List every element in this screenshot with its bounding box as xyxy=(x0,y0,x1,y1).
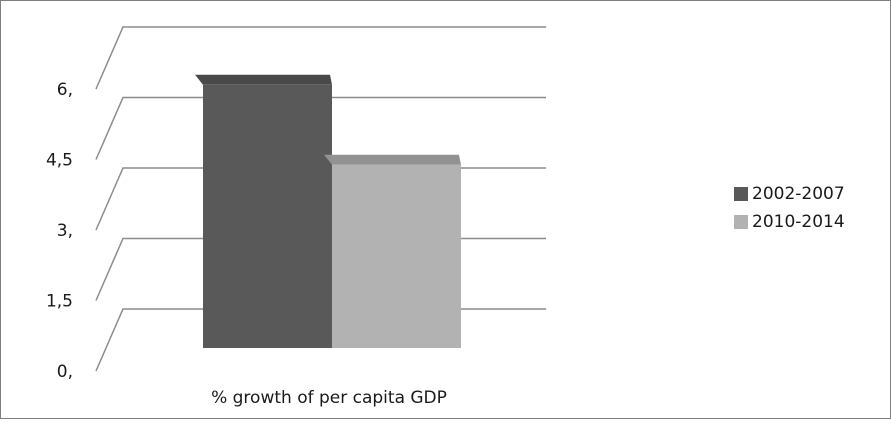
bar-top-series-2 xyxy=(324,154,461,165)
gridline-3 xyxy=(95,96,546,160)
legend-item-series-1: 2002-2007 xyxy=(734,180,845,208)
y-tick-label-1: 1,5 xyxy=(46,292,73,312)
x-category-label: % growth of per capita GDP xyxy=(211,388,447,408)
bar-top-series-1 xyxy=(195,74,332,85)
legend-item-series-2: 2010-2014 xyxy=(734,208,845,236)
y-tick-label-3: 4,5 xyxy=(46,151,73,171)
legend: 2002-2007 2010-2014 xyxy=(734,180,845,236)
y-tick-label-0: 0, xyxy=(57,362,73,382)
gridline-4 xyxy=(95,26,546,90)
legend-swatch-series-2 xyxy=(734,215,748,229)
legend-swatch-series-1 xyxy=(734,187,748,201)
legend-label-series-1: 2002-2007 xyxy=(752,184,845,204)
y-tick-label-2: 3, xyxy=(57,221,73,241)
y-tick-label-4: 6, xyxy=(57,80,73,100)
legend-label-series-2: 2010-2014 xyxy=(752,212,845,232)
bar-series-1 xyxy=(203,84,332,349)
bar-series-2 xyxy=(332,164,461,348)
